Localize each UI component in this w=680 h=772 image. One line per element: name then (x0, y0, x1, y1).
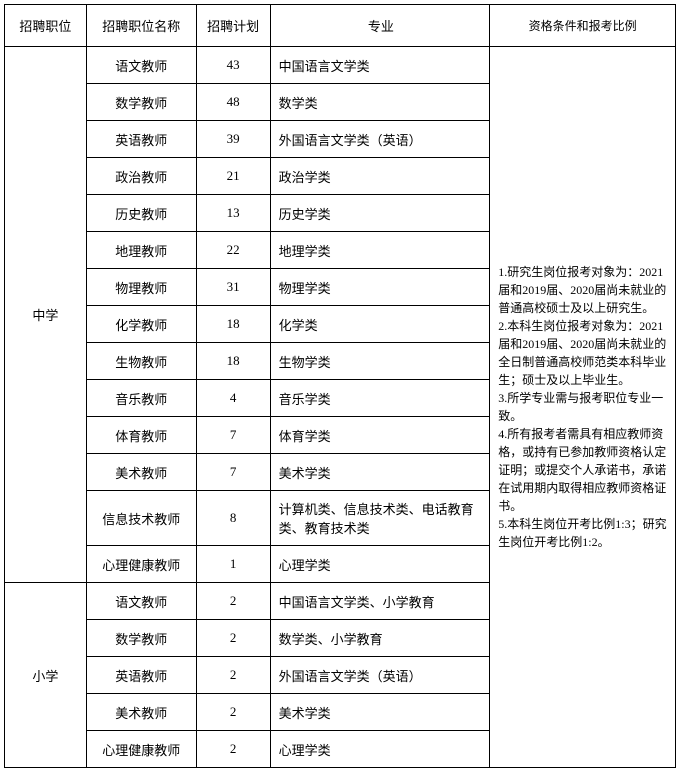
plan-cell: 1 (196, 546, 270, 583)
position-cell: 政治教师 (86, 158, 196, 195)
plan-cell: 13 (196, 195, 270, 232)
plan-cell: 2 (196, 620, 270, 657)
major-cell: 地理学类 (270, 232, 490, 269)
major-cell: 心理学类 (270, 731, 490, 768)
major-cell: 计算机类、信息技术类、电话教育类、教育技术类 (270, 491, 490, 546)
position-cell: 语文教师 (86, 47, 196, 84)
major-cell: 音乐学类 (270, 380, 490, 417)
plan-cell: 18 (196, 306, 270, 343)
major-cell: 中国语言文学类、小学教育 (270, 583, 490, 620)
plan-cell: 43 (196, 47, 270, 84)
category-cell: 中学 (5, 47, 87, 583)
header-row: 招聘职位 招聘职位名称 招聘计划 专业 资格条件和报考比例 (5, 5, 676, 47)
major-cell: 美术学类 (270, 454, 490, 491)
major-cell: 生物学类 (270, 343, 490, 380)
plan-cell: 21 (196, 158, 270, 195)
plan-cell: 2 (196, 731, 270, 768)
position-cell: 数学教师 (86, 620, 196, 657)
position-cell: 历史教师 (86, 195, 196, 232)
plan-cell: 18 (196, 343, 270, 380)
plan-cell: 48 (196, 84, 270, 121)
position-cell: 心理健康教师 (86, 731, 196, 768)
position-cell: 信息技术教师 (86, 491, 196, 546)
plan-cell: 8 (196, 491, 270, 546)
major-cell: 美术学类 (270, 694, 490, 731)
position-cell: 美术教师 (86, 454, 196, 491)
header-category: 招聘职位 (5, 5, 87, 47)
plan-cell: 22 (196, 232, 270, 269)
major-cell: 政治学类 (270, 158, 490, 195)
position-cell: 生物教师 (86, 343, 196, 380)
plan-cell: 7 (196, 454, 270, 491)
major-cell: 数学类、小学教育 (270, 620, 490, 657)
position-cell: 英语教师 (86, 657, 196, 694)
header-major: 专业 (270, 5, 490, 47)
position-cell: 物理教师 (86, 269, 196, 306)
position-cell: 数学教师 (86, 84, 196, 121)
position-cell: 体育教师 (86, 417, 196, 454)
major-cell: 数学类 (270, 84, 490, 121)
major-cell: 心理学类 (270, 546, 490, 583)
plan-cell: 7 (196, 417, 270, 454)
major-cell: 外国语言文学类（英语） (270, 657, 490, 694)
recruitment-table: 招聘职位 招聘职位名称 招聘计划 专业 资格条件和报考比例 中学语文教师43中国… (4, 4, 676, 768)
plan-cell: 31 (196, 269, 270, 306)
position-cell: 美术教师 (86, 694, 196, 731)
major-cell: 物理学类 (270, 269, 490, 306)
table-body: 中学语文教师43中国语言文学类1.研究生岗位报考对象为：2021届和2019届、… (5, 47, 676, 768)
plan-cell: 2 (196, 583, 270, 620)
position-cell: 地理教师 (86, 232, 196, 269)
plan-cell: 2 (196, 657, 270, 694)
major-cell: 中国语言文学类 (270, 47, 490, 84)
table-row: 中学语文教师43中国语言文学类1.研究生岗位报考对象为：2021届和2019届、… (5, 47, 676, 84)
plan-cell: 2 (196, 694, 270, 731)
position-cell: 化学教师 (86, 306, 196, 343)
plan-cell: 39 (196, 121, 270, 158)
position-cell: 英语教师 (86, 121, 196, 158)
position-cell: 语文教师 (86, 583, 196, 620)
position-cell: 音乐教师 (86, 380, 196, 417)
major-cell: 体育学类 (270, 417, 490, 454)
major-cell: 化学类 (270, 306, 490, 343)
requirements-cell: 1.研究生岗位报考对象为：2021届和2019届、2020届尚未就业的普通高校硕… (490, 47, 676, 768)
plan-cell: 4 (196, 380, 270, 417)
header-requirements: 资格条件和报考比例 (490, 5, 676, 47)
header-position: 招聘职位名称 (86, 5, 196, 47)
header-plan: 招聘计划 (196, 5, 270, 47)
category-cell: 小学 (5, 583, 87, 768)
position-cell: 心理健康教师 (86, 546, 196, 583)
major-cell: 外国语言文学类（英语） (270, 121, 490, 158)
major-cell: 历史学类 (270, 195, 490, 232)
